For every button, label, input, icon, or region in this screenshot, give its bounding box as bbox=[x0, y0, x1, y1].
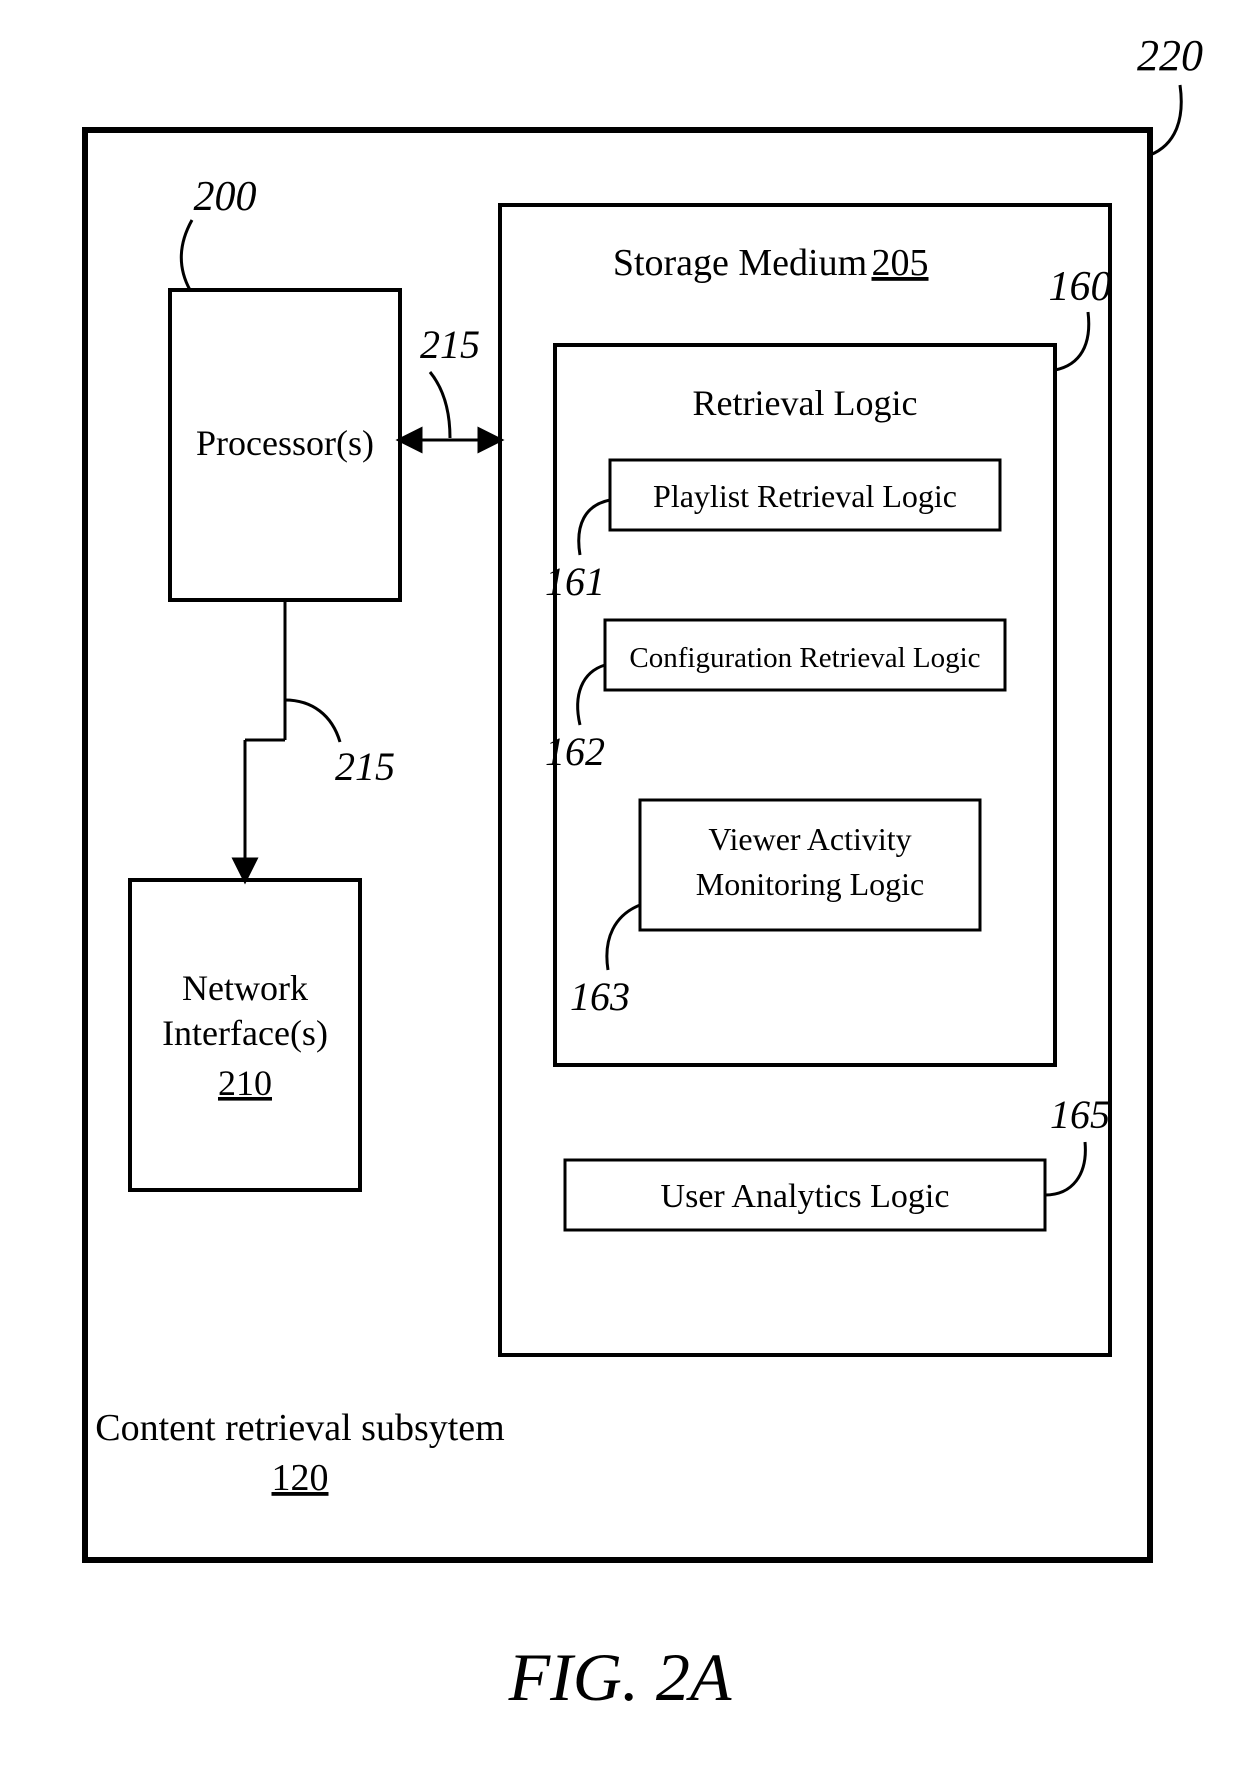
retrieval-logic-box bbox=[555, 345, 1055, 1065]
network-label-2: Interface(s) bbox=[162, 1013, 328, 1053]
ref-leader-220 bbox=[1150, 85, 1181, 155]
network-ref: 210 bbox=[218, 1063, 272, 1103]
ref-215a: 215 bbox=[420, 322, 480, 367]
subsystem-title: Content retrieval subsytem bbox=[95, 1407, 504, 1449]
ref-161: 161 bbox=[545, 559, 605, 604]
ref-215b: 215 bbox=[335, 744, 395, 789]
ref-220: 220 bbox=[1137, 31, 1203, 80]
processor-label: Processor(s) bbox=[196, 423, 374, 463]
ref-162: 162 bbox=[545, 729, 605, 774]
ref-165: 165 bbox=[1050, 1092, 1110, 1137]
subsystem-title-ref: 120 bbox=[272, 1457, 329, 1499]
playlist-label: Playlist Retrieval Logic bbox=[653, 478, 957, 514]
storage-label: Storage Medium bbox=[613, 242, 867, 284]
figure-label: FIG. 2A bbox=[508, 1639, 732, 1715]
ref-160: 160 bbox=[1049, 264, 1112, 310]
config-label: Configuration Retrieval Logic bbox=[629, 642, 980, 674]
viewer-label-2: Monitoring Logic bbox=[696, 866, 924, 902]
network-label-1: Network bbox=[182, 968, 308, 1008]
viewer-activity-box bbox=[640, 800, 980, 930]
storage-ref: 205 bbox=[872, 242, 929, 284]
retrieval-label: Retrieval Logic bbox=[693, 383, 918, 423]
ref-200: 200 bbox=[194, 174, 257, 220]
user-analytics-label: User Analytics Logic bbox=[661, 1178, 950, 1215]
ref-163: 163 bbox=[570, 974, 630, 1019]
viewer-label-1: Viewer Activity bbox=[708, 821, 911, 857]
